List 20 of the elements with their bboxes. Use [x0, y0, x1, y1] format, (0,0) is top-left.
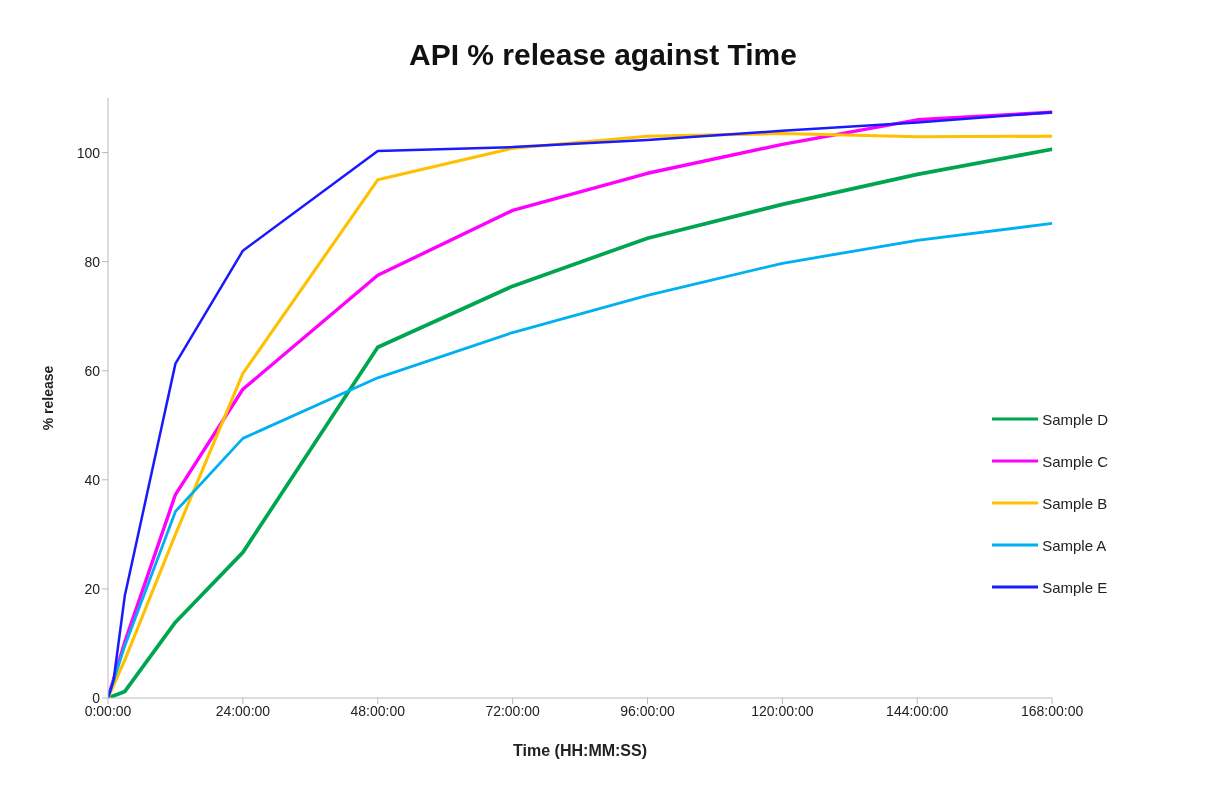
x-tick-label: 24:00:00	[215, 702, 271, 719]
y-tick-label: 40	[84, 471, 101, 488]
legend-label: Sample C	[1042, 452, 1108, 470]
x-tick-label: 168:00:00	[1020, 702, 1084, 719]
legend-label: Sample A	[1042, 536, 1107, 554]
legend-label: Sample D	[1042, 410, 1108, 428]
x-tick-label: 144:00:00	[886, 702, 949, 719]
y-tick-label: 100	[76, 144, 101, 161]
y-tick-label: 20	[84, 580, 101, 597]
x-tick-label: 48:00:00	[350, 702, 406, 719]
x-tick-label: 96:00:00	[620, 702, 675, 719]
legend-label: Sample B	[1042, 494, 1108, 512]
y-tick-label: 80	[84, 253, 101, 270]
x-tick-label: 72:00:00	[485, 702, 541, 719]
legend-label: Sample E	[1042, 578, 1108, 596]
y-tick-label: 60	[84, 362, 101, 379]
y-axis-title: % release	[39, 365, 56, 431]
x-tick-label: 120:00:00	[751, 702, 814, 719]
x-axis-title: Time (HH:MM:SS)	[513, 742, 648, 759]
chart-title: API % release against Time	[408, 37, 798, 73]
